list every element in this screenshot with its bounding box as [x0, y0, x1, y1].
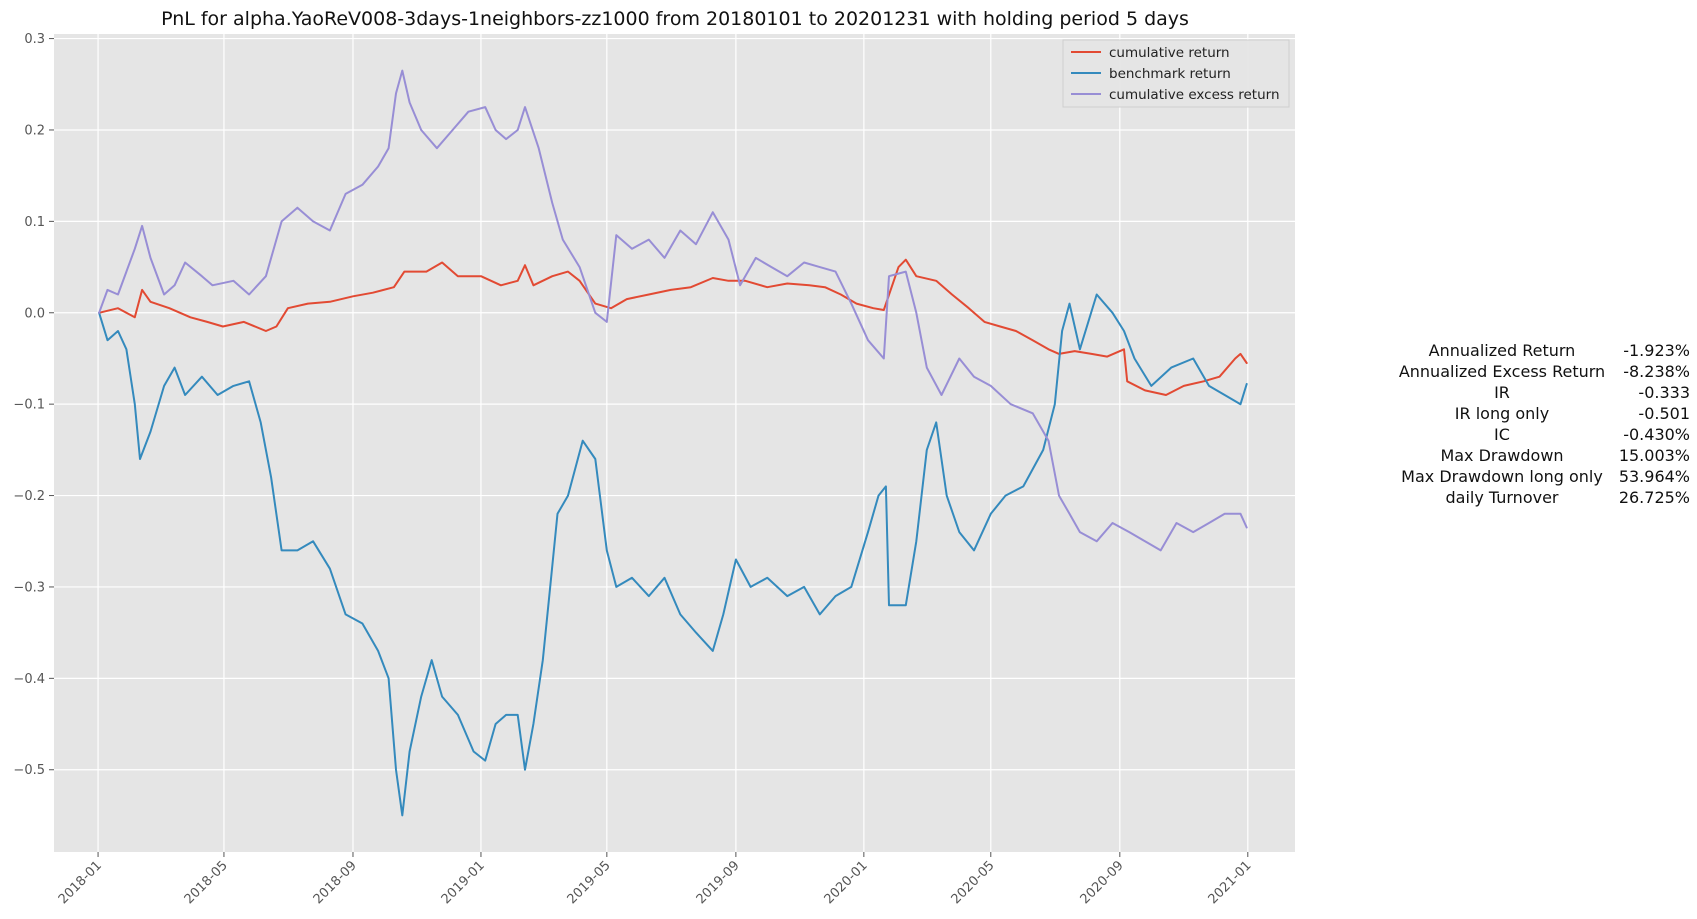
chart-title: PnL for alpha.YaoReV008-3days-1neighbors… — [161, 8, 1189, 30]
stat-value: -1.923% — [1623, 341, 1690, 360]
y-tick-label: −0.2 — [13, 489, 45, 504]
stats-table: Annualized Return -1.923% Annualized Exces… — [1399, 341, 1690, 507]
plot-area — [54, 34, 1295, 852]
stat-value: 26.725% — [1619, 488, 1690, 507]
y-tick-label: −0.1 — [13, 398, 45, 413]
legend-label: benchmark return — [1109, 66, 1231, 82]
y-tick-label: −0.5 — [13, 763, 45, 778]
x-tick-label: 2020-05 — [949, 858, 998, 907]
stat-value: -0.501 — [1638, 404, 1690, 423]
y-tick-label: 0.1 — [24, 215, 45, 230]
y-tick-label: −0.3 — [13, 580, 45, 595]
series-line-benchmark-return — [98, 293, 1248, 817]
y-axis-ticks: 0.3 0.2 0.1 0.0 −0.1 −0.2 −0.3 −0.4 −0.5 — [13, 32, 54, 778]
stat-value: 53.964% — [1619, 467, 1690, 486]
x-tick-label: 2019-09 — [694, 858, 743, 907]
stat-label: IR — [1494, 383, 1510, 402]
x-tick-label: 2019-01 — [439, 858, 488, 907]
x-tick-label: 2020-01 — [822, 858, 871, 907]
series-line-cumulative-return — [98, 258, 1248, 396]
legend: cumulative return benchmark return cumulat… — [1062, 39, 1290, 108]
stat-value: 15.003% — [1619, 446, 1690, 465]
y-tick-label: −0.4 — [13, 672, 45, 687]
stat-value: -0.430% — [1623, 425, 1690, 444]
legend-label: cumulative excess return — [1109, 87, 1280, 103]
x-tick-label: 2020-09 — [1078, 858, 1127, 907]
series-lines — [98, 69, 1248, 817]
stat-value: -0.333 — [1638, 383, 1690, 402]
stat-label: Annualized Excess Return — [1399, 362, 1605, 381]
x-axis-ticks: 2018-01 2018-05 2018-09 2019-01 2019-05 2019-… — [56, 852, 1255, 907]
stat-label: Max Drawdown long only — [1401, 467, 1603, 486]
y-tick-label: 0.3 — [24, 32, 45, 47]
stat-value: -8.238% — [1623, 362, 1690, 381]
x-tick-label: 2018-01 — [56, 858, 105, 907]
y-tick-label: 0.0 — [24, 306, 45, 321]
stat-label: IC — [1494, 425, 1510, 444]
x-tick-label: 2018-09 — [311, 858, 360, 907]
stat-label: IR long only — [1455, 404, 1549, 423]
series-line-cumulative-excess-return — [98, 69, 1248, 552]
x-tick-label: 2021-01 — [1206, 858, 1255, 907]
legend-label: cumulative return — [1109, 45, 1230, 61]
y-tick-label: 0.2 — [24, 123, 45, 138]
x-tick-label: 2019-05 — [565, 858, 614, 907]
stat-label: Annualized Return — [1429, 341, 1576, 360]
grid — [54, 34, 1295, 852]
x-tick-label: 2018-05 — [182, 858, 231, 907]
stat-label: Max Drawdown — [1440, 446, 1563, 465]
stat-label: daily Turnover — [1445, 488, 1558, 507]
